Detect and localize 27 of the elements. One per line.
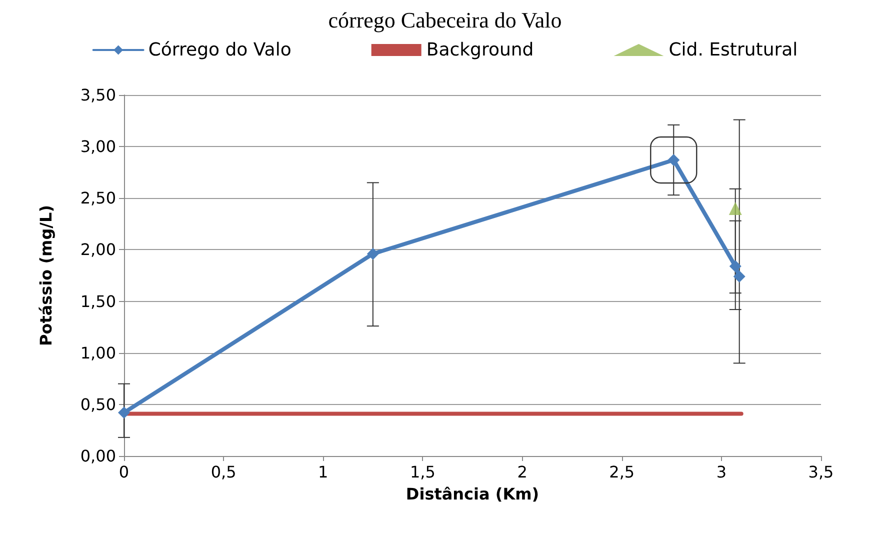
y-tick-label: 3,50	[80, 86, 116, 104]
x-tick-label: 1	[318, 462, 328, 482]
y-tick-label: 2,50	[80, 188, 116, 208]
y-tick-label: 0,00	[80, 446, 116, 466]
x-tick-label: 0,5	[210, 462, 236, 482]
legend-label: Córrego do Valo	[148, 40, 292, 60]
y-tick-label: 1,00	[80, 343, 116, 362]
point	[118, 406, 130, 419]
point	[366, 248, 379, 260]
y-tick-label: 3,00	[80, 137, 116, 156]
point	[733, 270, 746, 283]
y-tick-label: 1,50	[80, 292, 116, 311]
x-tick-label: 3	[716, 462, 727, 482]
y-axis-title: Potássio (mg/L)	[36, 204, 56, 346]
chart-title: córrego Cabeceira do Valo	[328, 8, 562, 32]
x-tick-label: 2,5	[609, 462, 635, 482]
x-axis-title: Distância (Km)	[406, 484, 540, 504]
x-tick-label: 1,5	[410, 462, 436, 482]
point	[728, 202, 742, 215]
point	[729, 260, 742, 272]
x-tick-label: 3,5	[808, 462, 834, 482]
y-tick-label: 2,00	[80, 240, 116, 260]
x-tick-label: 0	[118, 462, 130, 482]
x-tick-label: 2	[517, 462, 528, 482]
y-tick-label: 0,50	[80, 394, 116, 414]
legend-label: Cid. Estrutural	[668, 40, 798, 60]
legend-label: Background	[426, 40, 534, 60]
